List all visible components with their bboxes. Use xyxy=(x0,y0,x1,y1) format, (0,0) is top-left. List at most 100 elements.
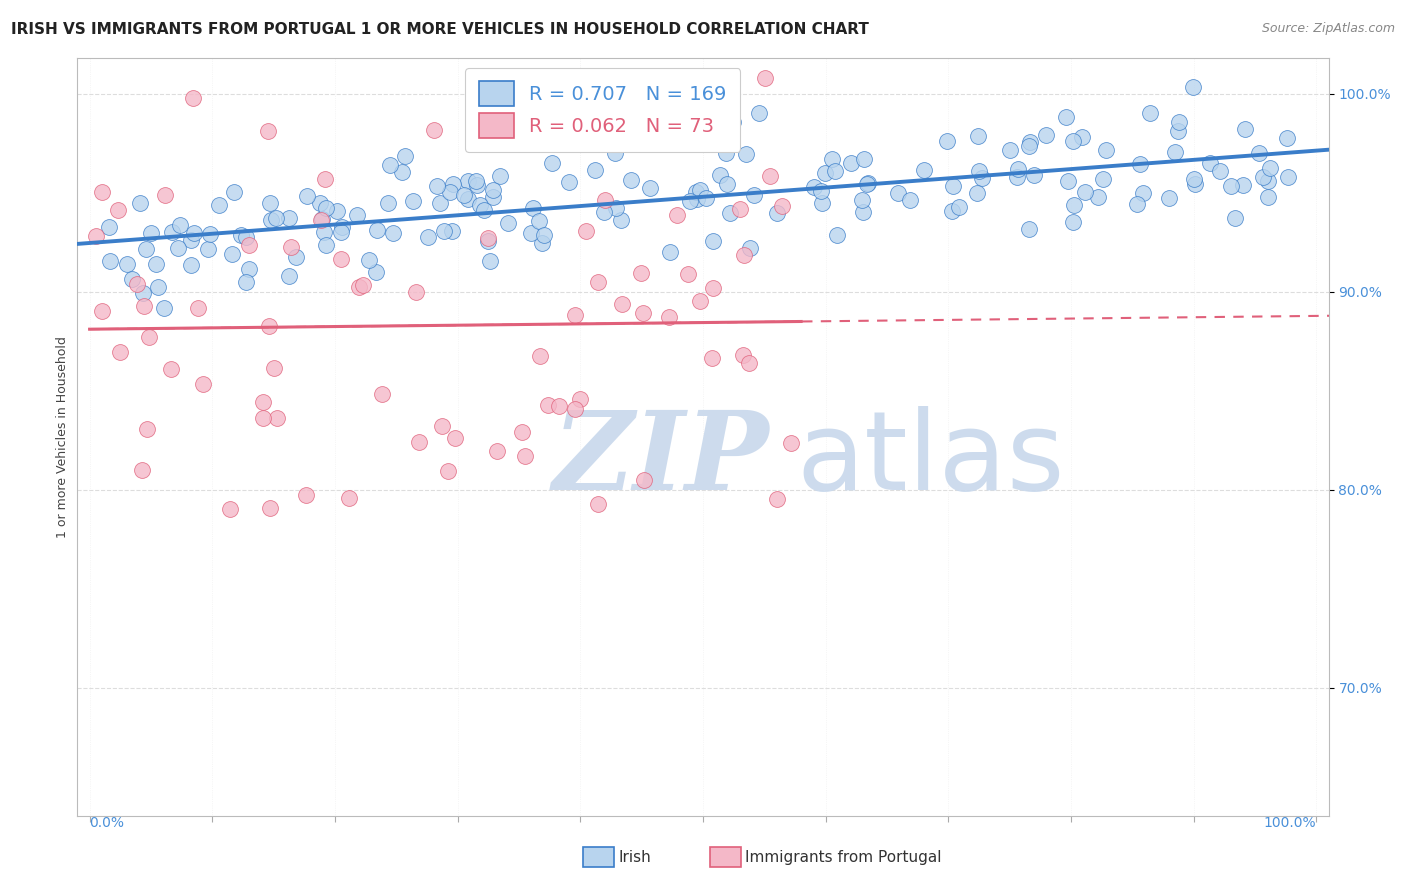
Point xyxy=(1208,164,1230,178)
Point xyxy=(181,91,204,105)
Point xyxy=(91,185,114,199)
Point xyxy=(1258,161,1281,175)
Point xyxy=(278,211,301,226)
Point xyxy=(592,204,614,219)
Point xyxy=(221,246,243,260)
Point xyxy=(160,225,183,239)
Point xyxy=(264,211,287,226)
Point xyxy=(748,106,770,120)
Point xyxy=(370,387,392,401)
Point xyxy=(676,268,699,282)
Point xyxy=(970,171,993,186)
Point xyxy=(721,114,744,128)
Point xyxy=(146,280,169,294)
Point xyxy=(824,164,846,178)
Point xyxy=(441,177,464,191)
Point xyxy=(541,156,564,170)
Point xyxy=(131,463,153,477)
Point xyxy=(810,184,832,198)
Point xyxy=(630,267,652,281)
Point xyxy=(1018,222,1040,236)
Point xyxy=(346,208,368,222)
Point xyxy=(1257,174,1279,188)
Y-axis label: 1 or more Vehicles in Household: 1 or more Vehicles in Household xyxy=(56,336,69,538)
Point xyxy=(295,488,318,502)
Point xyxy=(98,254,121,268)
Point xyxy=(444,431,467,445)
Point xyxy=(121,272,143,286)
Point xyxy=(135,242,157,256)
Point xyxy=(575,224,598,238)
Point xyxy=(477,231,499,245)
Point xyxy=(191,377,214,392)
Point xyxy=(1035,128,1057,143)
Point xyxy=(1128,157,1150,171)
Text: Immigrants from Portugal: Immigrants from Portugal xyxy=(745,850,942,864)
Point xyxy=(402,194,425,208)
Point xyxy=(263,360,285,375)
Point xyxy=(735,147,758,161)
Point xyxy=(564,308,586,322)
Point xyxy=(728,202,751,217)
Point xyxy=(167,241,190,255)
Point xyxy=(1087,190,1109,204)
Point xyxy=(948,200,970,214)
Point xyxy=(744,188,766,202)
Point xyxy=(733,247,755,261)
Point xyxy=(1220,179,1243,194)
Point xyxy=(439,185,461,199)
Point xyxy=(1199,156,1222,170)
Point xyxy=(231,227,253,242)
Point xyxy=(685,185,707,199)
Point xyxy=(364,265,387,279)
Point xyxy=(583,162,606,177)
Point xyxy=(1139,105,1161,120)
Point xyxy=(471,92,494,106)
Point xyxy=(766,491,789,506)
Point xyxy=(709,168,731,182)
Point xyxy=(887,186,910,200)
Point xyxy=(132,299,155,313)
Point xyxy=(738,356,761,370)
Point xyxy=(1022,168,1045,182)
Point xyxy=(482,183,505,197)
Point xyxy=(423,123,446,137)
Point xyxy=(145,257,167,271)
Point xyxy=(465,178,488,192)
Point xyxy=(529,349,551,363)
Point xyxy=(967,129,990,144)
Point xyxy=(200,227,222,241)
Point xyxy=(457,174,479,188)
Point xyxy=(309,196,332,211)
Point xyxy=(620,173,643,187)
Point xyxy=(138,329,160,343)
Point xyxy=(125,277,148,291)
Point xyxy=(311,212,333,227)
Point xyxy=(457,192,479,206)
Point xyxy=(1247,145,1270,160)
Point xyxy=(187,301,209,316)
Point xyxy=(942,178,965,193)
Point xyxy=(967,164,990,178)
Point xyxy=(235,230,257,244)
Point xyxy=(605,146,627,161)
Point xyxy=(337,491,360,505)
Point xyxy=(197,242,219,256)
Point xyxy=(770,199,793,213)
Point xyxy=(352,278,374,293)
Point xyxy=(851,193,873,207)
Point xyxy=(405,285,427,299)
Point xyxy=(689,293,711,308)
Point xyxy=(314,172,336,186)
Point xyxy=(638,181,661,195)
Point xyxy=(315,201,337,215)
Point xyxy=(152,301,174,315)
Point xyxy=(605,201,627,215)
Point xyxy=(1000,144,1022,158)
Text: 0.0%: 0.0% xyxy=(90,816,125,830)
Point xyxy=(110,345,132,359)
Point xyxy=(858,176,880,190)
Point xyxy=(740,241,762,255)
Point xyxy=(1019,135,1042,149)
Point xyxy=(426,179,449,194)
